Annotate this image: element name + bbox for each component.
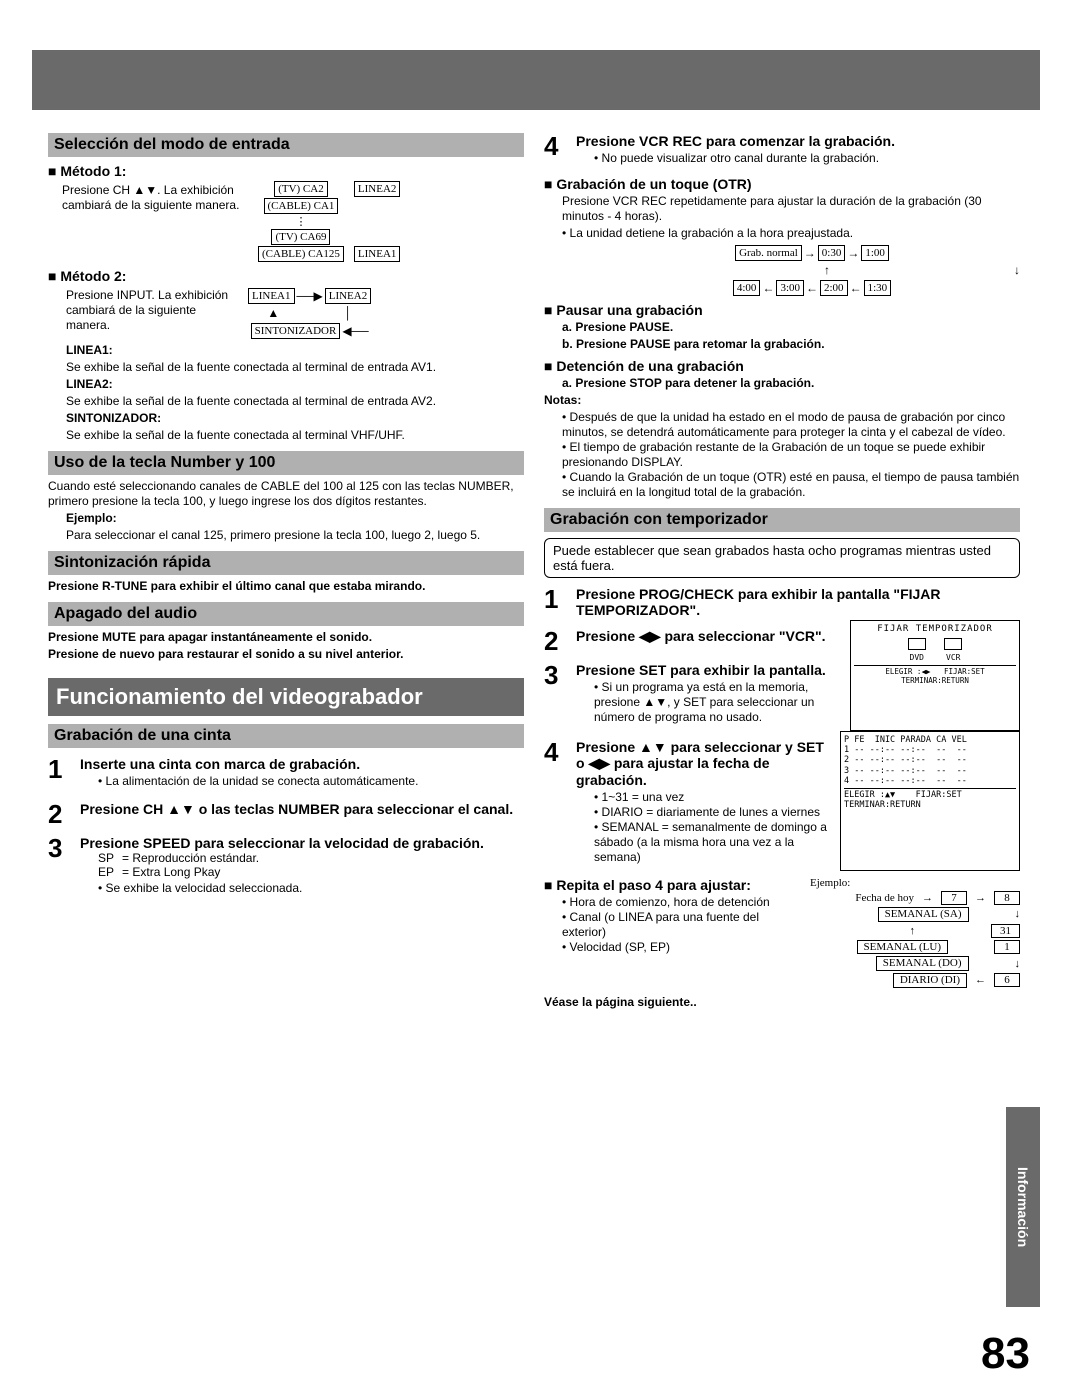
step-number: 1 xyxy=(544,586,568,612)
lcd2-bottom: ELEGIR :▲▼ FIJAR:SET TERMINAR:RETURN xyxy=(844,790,1016,810)
arrow-right-icon: ──▶ xyxy=(297,289,323,304)
sp-text: = Reproducción estándar. xyxy=(122,851,259,865)
ep-label: EP xyxy=(98,865,114,879)
timer-step-3: 3 Presione SET para exhibir la pantalla.… xyxy=(544,662,838,729)
heading-pause: Pausar una grabación xyxy=(544,302,1020,318)
t2-text: Presione ◀▶ para seleccionar "VCR". xyxy=(576,628,838,645)
heading-stop: Detención de una grabación xyxy=(544,358,1020,374)
method2-text: Presione INPUT. La exhibición cambiará d… xyxy=(66,288,236,333)
method2-diagram: LINEA1 ──▶ LINEA2 ▲ │ SINTONIZADOR ◀── xyxy=(248,286,371,341)
heading-method1: Método 1: xyxy=(48,163,524,179)
otr-text: Presione VCR REC repetidamente para ajus… xyxy=(562,194,1020,224)
t1-text: Presione PROG/CHECK para exhibir la pant… xyxy=(576,586,1020,618)
timer-step-2: 2 Presione ◀▶ para seleccionar "VCR". xyxy=(544,628,838,654)
timer-step-4: 4 Presione ▲▼ para seleccionar y SET o ◀… xyxy=(544,739,828,869)
step-number: 2 xyxy=(544,628,568,654)
sintonizador-text: Se exhibe la señal de la fuente conectad… xyxy=(66,428,524,443)
step-number: 1 xyxy=(48,756,72,782)
linea2-label: LINEA2: xyxy=(66,377,524,392)
left-column: Selección del modo de entrada Método 1: … xyxy=(48,125,524,1317)
lcd2-rows: P FE INIC PARADA CA VEL 1 -- --:-- --:--… xyxy=(844,735,1016,786)
heading-vcr-operation: Funcionamiento del videograbador xyxy=(48,678,524,716)
t4-b3: SEMANAL = semanalmente de domingo a sába… xyxy=(594,820,828,865)
mute-text-2: Presione de nuevo para restaurar el soni… xyxy=(48,647,524,662)
lcd-screen-1: FIJAR TEMPORIZADOR DVD VCR ELEGIR :◀▶ FI… xyxy=(850,620,1020,731)
heading-input-mode: Selección del modo de entrada xyxy=(48,133,524,157)
heading-tape-record: Grabación de una cinta xyxy=(48,724,524,748)
rep-b3: Velocidad (SP, EP) xyxy=(562,940,802,955)
right-column: 4 Presione VCR REC para comenzar la grab… xyxy=(544,125,1020,1317)
vcr-icon xyxy=(944,638,962,650)
t3-bullet: Si un programa ya está en la memoria, pr… xyxy=(594,680,838,725)
step-number: 4 xyxy=(544,739,568,765)
step-number: 3 xyxy=(544,662,568,688)
method1-diagram: (TV) CA2 (CABLE) CA1 ⋮ (TV) CA69 (CABLE)… xyxy=(258,181,400,262)
record-step-4: 4 Presione VCR REC para comenzar la grab… xyxy=(544,133,1020,170)
timer-note-box: Puede establecer que sean grabados hasta… xyxy=(544,538,1020,578)
sp-label: SP xyxy=(98,851,114,865)
page-number: 83 xyxy=(981,1329,1030,1379)
step-number: 4 xyxy=(544,133,568,159)
notas-label: Notas: xyxy=(544,393,1020,408)
step1-title: Inserte una cinta con marca de grabación… xyxy=(80,756,524,772)
step4-bullet: No puede visualizar otro canal durante l… xyxy=(594,151,1020,166)
rapid-tune-text: Presione R-TUNE para exhibir el último c… xyxy=(48,579,524,594)
weekly-diagram: Ejemplo: Fecha de hoy → 7 → 8 SEMANAL (S… xyxy=(810,877,1020,1012)
heading-method2: Método 2: xyxy=(48,268,524,284)
t4-b1: 1~31 = una vez xyxy=(594,790,828,805)
linea1-text: Se exhibe la señal de la fuente conectad… xyxy=(66,360,524,375)
heading-timer-record: Grabación con temporizador xyxy=(544,508,1020,532)
page-content: Selección del modo de entrada Método 1: … xyxy=(48,125,1020,1317)
record-step-2: 2 Presione CH ▲▼ o las teclas NUMBER par… xyxy=(48,801,524,827)
pause-a: a. Presione PAUSE. xyxy=(562,320,1020,335)
see-next-page: Véase la página siguiente.. xyxy=(544,995,802,1010)
t4-text: Presione ▲▼ para seleccionar y SET o ◀▶ … xyxy=(576,739,828,788)
step4-title: Presione VCR REC para comenzar la grabac… xyxy=(576,133,1020,149)
record-step-3: 3 Presione SPEED para seleccionar la vel… xyxy=(48,835,524,900)
arrow-left-icon: ◀── xyxy=(342,324,368,339)
rep-b2: Canal (o LINEA para una fuente del exter… xyxy=(562,910,802,940)
step3-bullet: Se exhibe la velocidad seleccionada. xyxy=(98,881,524,896)
linea1-label: LINEA1: xyxy=(66,343,524,358)
nota-1: Después de que la unidad ha estado en el… xyxy=(562,410,1020,440)
arrow-down-icon: │ xyxy=(343,306,352,321)
step2-title: Presione CH ▲▼ o las teclas NUMBER para … xyxy=(80,801,524,817)
lcd-screen-2: P FE INIC PARADA CA VEL 1 -- --:-- --:--… xyxy=(840,731,1020,871)
ejemplo-text: Para seleccionar el canal 125, primero p… xyxy=(66,528,524,543)
ep-text: = Extra Long Pkay xyxy=(122,865,220,879)
otr-flow-diagram: Grab. normal → 0:30 → 1:00 ↑ ↓ 4:00 ← 3:… xyxy=(604,245,1020,296)
heading-number-key: Uso de la tecla Number y 100 xyxy=(48,451,524,475)
number-key-text: Cuando esté seleccionando canales de CAB… xyxy=(48,479,524,509)
step1-bullet: La alimentación de la unidad se conecta … xyxy=(98,774,524,789)
arrow-up-icon: ▲ xyxy=(267,306,279,321)
timer-step-1: 1 Presione PROG/CHECK para exhibir la pa… xyxy=(544,586,1020,618)
t4-b2: DIARIO = diariamente de lunes a viernes xyxy=(594,805,828,820)
heading-otr: Grabación de un toque (OTR) xyxy=(544,176,1020,192)
method1-text: Presione CH ▲▼. La exhibición cambiará d… xyxy=(62,183,252,213)
otr-bullet: La unidad detiene la grabación a la hora… xyxy=(562,226,1020,241)
linea2-text: Se exhibe la señal de la fuente conectad… xyxy=(66,394,524,409)
nota-3: Cuando la Grabación de un toque (OTR) es… xyxy=(562,470,1020,500)
sintonizador-label: SINTONIZADOR: xyxy=(66,411,524,426)
mute-text-1: Presione MUTE para apagar instantáneamen… xyxy=(48,630,524,645)
stop-a: a. Presione STOP para detener la grabaci… xyxy=(562,376,1020,391)
pause-b: b. Presione PAUSE para retomar la grabac… xyxy=(562,337,1020,352)
nota-2: El tiempo de grabación restante de la Gr… xyxy=(562,440,1020,470)
heading-repeat-step4: Repita el paso 4 para ajustar: xyxy=(544,877,802,893)
t3-text: Presione SET para exhibir la pantalla. xyxy=(576,662,838,678)
dvd-icon xyxy=(908,638,926,650)
heading-rapid-tune: Sintonización rápida xyxy=(48,551,524,575)
top-gray-banner xyxy=(32,50,1040,110)
step-number: 3 xyxy=(48,835,72,861)
record-step-1: 1 Inserte una cinta con marca de grabaci… xyxy=(48,756,524,793)
step3-title: Presione SPEED para seleccionar la veloc… xyxy=(80,835,524,851)
heading-mute: Apagado del audio xyxy=(48,602,524,626)
ejemplo-label: Ejemplo: xyxy=(66,511,524,526)
rep-b1: Hora de comienzo, hora de detención xyxy=(562,895,802,910)
step-number: 2 xyxy=(48,801,72,827)
